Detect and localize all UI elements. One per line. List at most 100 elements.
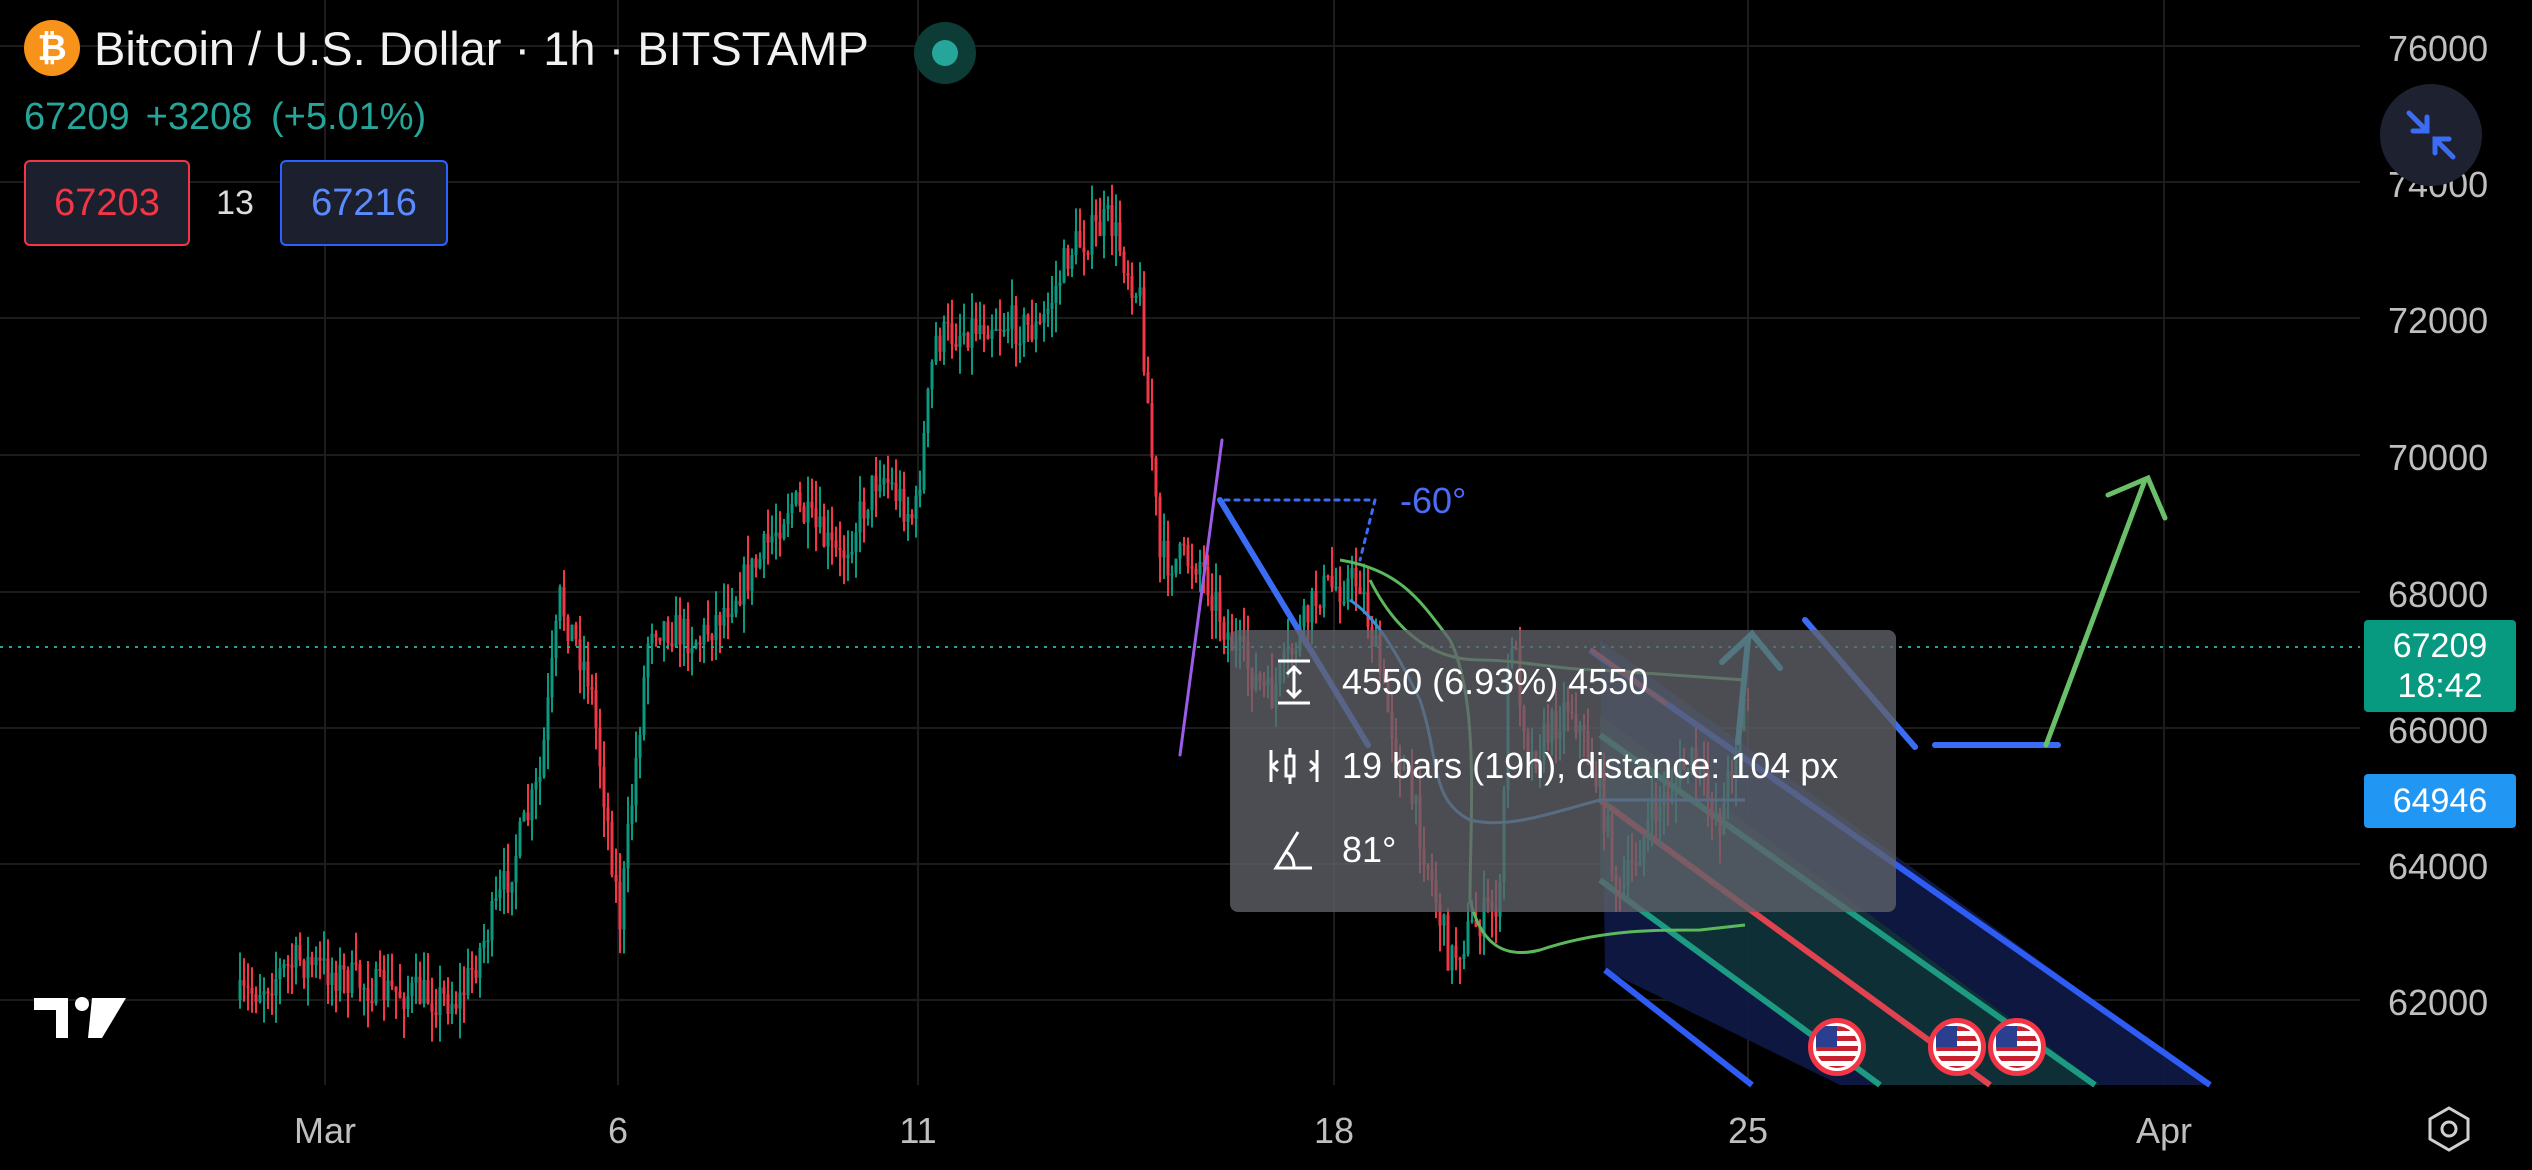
candle-body [290, 965, 294, 968]
candle-body [414, 976, 418, 983]
settings-icon[interactable] [2424, 1104, 2474, 1154]
candle-body [634, 757, 638, 806]
candle-body [734, 600, 738, 614]
candle-body [806, 501, 810, 523]
candle-body [1458, 957, 1462, 960]
candle-body [514, 856, 518, 883]
candle-body [466, 967, 470, 996]
candle-body [774, 532, 778, 537]
candle-body [1338, 586, 1342, 602]
candle-body [1350, 567, 1354, 579]
angle-row: 81° [1264, 826, 1396, 874]
candle-body [1358, 586, 1362, 595]
candle-body [914, 495, 918, 519]
current-price-label: 67209 [2392, 627, 2488, 665]
candle-body [1190, 566, 1194, 569]
time-tick: 18 [1313, 1110, 1355, 1151]
candle-body [1494, 908, 1498, 917]
candle-body [682, 618, 686, 645]
candle-body [350, 962, 354, 994]
candle-body [318, 957, 322, 961]
candle-body [1130, 275, 1134, 299]
price-tick: 62000 [2388, 982, 2489, 1023]
candle-body [1046, 308, 1050, 315]
candle-body [314, 957, 318, 966]
candle-body [1318, 606, 1322, 609]
candle-body [782, 524, 786, 539]
price-tick: 72000 [2388, 300, 2489, 341]
candle-body [1018, 343, 1022, 346]
candle-body [1178, 543, 1182, 559]
candle-body [938, 335, 942, 352]
candle-body [878, 484, 882, 492]
us-flag-event-icon[interactable] [1928, 1018, 1986, 1076]
candle-body [982, 325, 986, 335]
candle-body [566, 616, 570, 642]
us-flag-event-icon[interactable] [1808, 1018, 1866, 1076]
candle-body [942, 321, 946, 352]
candle-body [622, 868, 626, 930]
sell-button[interactable]: 67203 [24, 160, 190, 246]
candle-body [450, 1003, 454, 1014]
candle-body [354, 962, 358, 965]
candle-body [678, 615, 682, 645]
candle-body [858, 501, 862, 533]
candle-body [922, 432, 926, 490]
candle-body [1106, 205, 1110, 210]
symbol-title[interactable]: Bitcoin / U.S. Dollar · 1h · BITSTAMP [94, 21, 869, 75]
candle-body [762, 533, 766, 560]
candle-body [1346, 578, 1350, 602]
candle-body [578, 639, 582, 671]
candle-body [254, 993, 258, 1003]
price-tick: 76000 [2388, 28, 2489, 69]
candle-body [1170, 573, 1174, 576]
candle-body [1010, 305, 1014, 329]
candle-body [726, 608, 730, 618]
symbol-header[interactable]: ₿ Bitcoin / U.S. Dollar · 1h · BITSTAMP [24, 20, 869, 76]
candle-body [482, 940, 486, 948]
candle-body [818, 516, 822, 528]
candle-body [506, 871, 510, 893]
candle-body [1206, 566, 1210, 596]
candle-body [1126, 272, 1130, 276]
candle-body [322, 958, 326, 961]
candle-body [1162, 540, 1166, 558]
candle-body [1042, 314, 1046, 323]
candle-body [674, 615, 678, 647]
candle-body [394, 986, 398, 992]
collapse-icon[interactable] [2380, 84, 2482, 186]
candle-body [358, 964, 362, 988]
candle-body [342, 965, 346, 970]
buy-button[interactable]: 67216 [280, 160, 448, 246]
candle-body [926, 389, 930, 433]
candle-body [1002, 329, 1006, 332]
candle-body [666, 621, 670, 644]
candle-body [330, 972, 334, 986]
tradingview-logo[interactable] [30, 990, 130, 1046]
time-tick: Mar [294, 1110, 356, 1151]
bars-row: 19 bars (19h), distance: 104 px [1264, 742, 1838, 790]
candle-body [910, 514, 914, 519]
candle-body [1014, 305, 1018, 345]
candle-body [446, 993, 450, 1014]
candle-body [766, 533, 770, 543]
candle-body [242, 980, 246, 986]
candle-body [1186, 544, 1190, 567]
candle-body [1090, 215, 1094, 255]
market-status-icon[interactable] [914, 22, 976, 84]
candle-body [402, 997, 406, 1010]
price-change-line: 67209 +3208 (+5.01%) [24, 96, 426, 139]
candle-body [946, 321, 950, 324]
candle-body [538, 776, 542, 782]
candle-body [950, 323, 954, 344]
candle-body [834, 540, 838, 548]
candle-body [1366, 592, 1370, 627]
candle-body [1322, 575, 1326, 608]
candle-body [802, 506, 806, 523]
price-tick: 68000 [2388, 574, 2489, 615]
candle-body [966, 332, 970, 348]
candle-body [470, 967, 474, 970]
candle-body [1006, 328, 1010, 331]
us-flag-event-icon[interactable] [1988, 1018, 2046, 1076]
candle-body [1074, 231, 1078, 256]
